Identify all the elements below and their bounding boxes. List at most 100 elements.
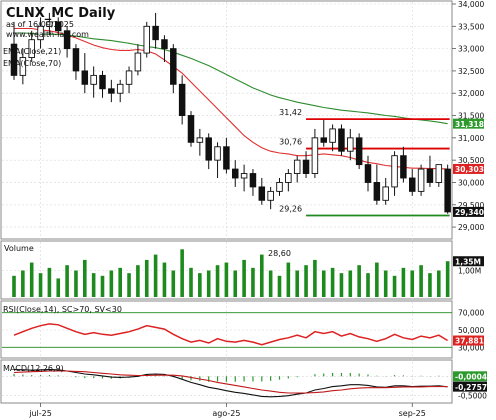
volume-title: Volume xyxy=(4,244,34,253)
volume-bar xyxy=(38,273,43,297)
volume-bar xyxy=(136,265,140,297)
volume-bar xyxy=(29,262,34,297)
volume-bar xyxy=(12,275,16,297)
volume-bar xyxy=(109,270,114,297)
candle-body xyxy=(409,177,416,192)
legend-ema21: EMA(Close,21) xyxy=(3,47,61,56)
candle-body xyxy=(108,88,115,94)
macd-tag1-label: -0,0004 xyxy=(455,373,487,382)
candle-body xyxy=(417,168,425,192)
price-tick-label: 33,500 xyxy=(458,22,484,31)
reference-line-label: 30,76 xyxy=(279,138,302,147)
volume-bar xyxy=(83,259,87,297)
candle-body xyxy=(161,39,168,50)
volume-bar xyxy=(21,270,25,297)
volume-bar xyxy=(410,270,415,297)
candle-body xyxy=(170,48,177,85)
price-tag-bg xyxy=(453,118,484,129)
price-tick-label: 30,000 xyxy=(458,178,484,187)
reference-line-label: 31,42 xyxy=(279,108,302,117)
candle-body xyxy=(258,186,266,201)
candle-body xyxy=(55,21,62,32)
volume-bar xyxy=(330,267,335,297)
volume-bar xyxy=(339,273,344,297)
candle-body xyxy=(426,168,434,183)
price-tick-label: 31,000 xyxy=(458,134,484,143)
candle-body xyxy=(178,83,186,116)
volume-bar xyxy=(268,270,273,297)
rsi-title: RSI(Close,14), SC>70, SV<30 xyxy=(3,305,122,314)
rsi-tag-bg xyxy=(453,335,484,346)
candle-body xyxy=(143,25,150,54)
candle-body xyxy=(187,115,195,143)
candle-body xyxy=(267,190,274,201)
candle-body xyxy=(125,70,133,85)
volume-bar xyxy=(215,265,220,297)
volume-bar xyxy=(171,270,176,297)
price-tick-label: 31,500 xyxy=(458,112,484,121)
candle-body xyxy=(223,146,230,170)
candle-body xyxy=(231,168,239,179)
candle-body xyxy=(116,83,124,94)
time-tick-label: sep-25 xyxy=(399,409,426,418)
volume-bar xyxy=(233,270,238,297)
candle-body xyxy=(249,173,257,188)
macd-tick-label: -0,5000 xyxy=(458,391,487,400)
candle-body xyxy=(373,182,381,201)
candle-body xyxy=(382,186,389,201)
volume-bar xyxy=(198,273,202,297)
volume-bar xyxy=(224,262,229,297)
volume-bar xyxy=(127,273,131,297)
ema70-line xyxy=(14,32,448,125)
candle-body xyxy=(90,74,97,85)
price-tag-label: 29,340 xyxy=(455,208,484,217)
volume-bar xyxy=(419,265,423,297)
volume-bar xyxy=(304,265,308,297)
axis-layer: 34,000 33,500 33,000 32,500 32,000 31,500 31,0… xyxy=(28,0,487,418)
volume-bar xyxy=(162,262,167,297)
macd-line xyxy=(13,368,448,398)
price-tick-label: 34,000 xyxy=(458,0,484,9)
time-tick-label: jul-25 xyxy=(28,409,52,418)
volume-bar xyxy=(366,273,370,297)
volume-bar xyxy=(153,254,158,297)
candle-body xyxy=(134,52,142,72)
candle-body xyxy=(311,137,319,174)
candle-body xyxy=(63,30,71,50)
rsi-tick-label: 70,000 xyxy=(458,309,484,318)
volume-bar xyxy=(437,270,441,297)
volume-bar xyxy=(375,262,379,297)
candle-body xyxy=(46,21,53,27)
volume-bar xyxy=(180,249,184,297)
macd-tag2-label: -0,2757 xyxy=(455,383,487,392)
volume-bar xyxy=(445,261,450,297)
volume-bar xyxy=(251,267,255,297)
price-tag-bg xyxy=(453,163,484,174)
volume-bar xyxy=(100,275,105,297)
macd-tag2-bg xyxy=(453,381,487,392)
volume-bar xyxy=(321,270,326,297)
candle-body xyxy=(28,39,35,58)
macd-tag1-bg xyxy=(453,371,487,382)
volume-bar xyxy=(242,259,246,297)
volume-bar xyxy=(392,275,397,297)
volume-bar xyxy=(428,273,432,297)
volume-bar xyxy=(74,270,78,297)
candle-body xyxy=(338,128,345,152)
price-tick-label: 33,000 xyxy=(458,45,484,54)
time-tick-label: ago-25 xyxy=(212,409,240,418)
price-tag-label: 31,318 xyxy=(455,120,484,129)
candle-body xyxy=(347,137,354,152)
rsi-line xyxy=(13,323,448,346)
volume-bar xyxy=(348,270,353,297)
rsi-layer xyxy=(13,323,448,346)
volume-bar xyxy=(56,278,61,297)
price-layer: 31,42 30,76 29,26 xyxy=(10,12,451,217)
candle-body xyxy=(240,173,248,179)
candle-body xyxy=(152,25,159,41)
volume-bar xyxy=(189,267,193,297)
rsi-tag-label: 37,881 xyxy=(455,337,484,346)
candle-body xyxy=(364,164,372,183)
ema21-line xyxy=(14,27,448,170)
macd-signal-line xyxy=(13,370,448,394)
